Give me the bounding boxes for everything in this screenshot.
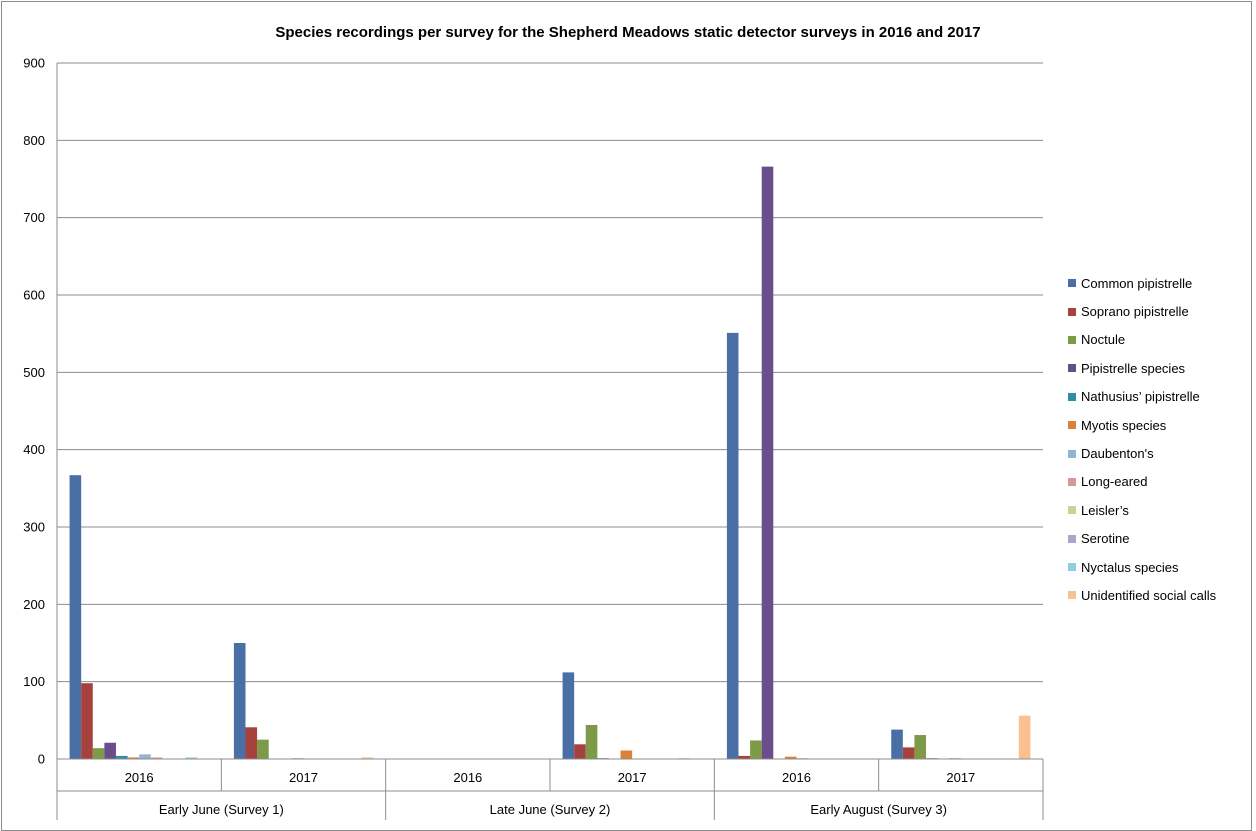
bar (185, 757, 198, 759)
legend-item: Common pipistrelle (1068, 269, 1216, 297)
y-tick-label: 600 (23, 288, 45, 303)
bar (726, 332, 739, 759)
bar (562, 672, 575, 759)
legend-label: Noctule (1081, 332, 1126, 348)
bar (750, 740, 762, 759)
legend-label: Common pipistrelle (1081, 275, 1193, 291)
bar (585, 724, 598, 759)
y-tick-label: 800 (23, 133, 45, 148)
legend-swatch (1068, 477, 1076, 486)
x-group-label: Early August (Survey 3) (810, 802, 947, 817)
bar (150, 757, 163, 759)
legend-label: Myotis species (1081, 417, 1167, 433)
x-tick-label: 2016 (453, 770, 482, 785)
x-tick-label: 2017 (618, 770, 647, 785)
bar (245, 727, 258, 759)
y-tick-label: 700 (23, 210, 45, 225)
x-tick-label: 2016 (782, 770, 811, 785)
bar (620, 750, 633, 759)
legend-swatch (1068, 335, 1076, 344)
x-group-label: Late June (Survey 2) (490, 802, 611, 817)
legend-item: Leisler’s (1068, 496, 1216, 524)
y-tick-label: 900 (23, 56, 45, 71)
bar (233, 643, 246, 759)
y-tick-label: 400 (23, 442, 45, 457)
x-group-label: Early June (Survey 1) (159, 802, 284, 817)
bar (139, 754, 151, 759)
y-tick-label: 100 (23, 674, 45, 689)
legend-item: Nyctalus species (1068, 553, 1216, 581)
legend-label: Pipistrelle species (1081, 360, 1186, 376)
legend-label: Unidentified social calls (1081, 587, 1217, 603)
x-tick-label: 2017 (946, 770, 975, 785)
legend-swatch (1068, 591, 1076, 600)
bar (1018, 715, 1031, 759)
legend-label: Nathusius’ pipistrelle (1081, 389, 1200, 405)
legend-item: Serotine (1068, 525, 1216, 553)
bar (69, 475, 82, 759)
bar (784, 756, 797, 759)
bar (115, 755, 128, 759)
legend-label: Nyctalus species (1081, 559, 1179, 575)
legend-label: Daubenton's (1081, 446, 1154, 462)
bar (738, 755, 751, 759)
y-tick-label: 200 (23, 597, 45, 612)
bar (891, 729, 903, 759)
legend-item: Daubenton's (1068, 439, 1216, 467)
legend-item: Myotis species (1068, 411, 1216, 439)
legend-item: Nathusius’ pipistrelle (1068, 383, 1216, 411)
legend-swatch (1068, 364, 1076, 373)
legend-swatch (1068, 421, 1076, 430)
legend-item: Long-eared (1068, 468, 1216, 496)
bar (761, 166, 774, 760)
x-tick-label: 2016 (125, 770, 154, 785)
legend-label: Soprano pipistrelle (1081, 304, 1189, 320)
bar (361, 757, 374, 759)
chart-title: Species recordings per survey for the Sh… (275, 24, 981, 41)
bar (92, 748, 105, 759)
legend-item: Unidentified social calls (1068, 581, 1216, 609)
legend-item: Noctule (1068, 326, 1216, 354)
y-tick-label: 500 (23, 365, 45, 380)
legend-swatch (1068, 449, 1076, 458)
bar (127, 757, 140, 759)
legend-swatch (1068, 563, 1076, 572)
legend-swatch (1068, 279, 1076, 288)
bar (914, 735, 927, 759)
bar (574, 744, 586, 759)
bar (104, 742, 116, 759)
bar (902, 747, 915, 759)
legend-item: Pipistrelle species (1068, 354, 1216, 382)
y-tick-label: 300 (23, 520, 45, 535)
legend-swatch (1068, 307, 1076, 316)
y-tick-label: 0 (38, 752, 45, 767)
legend-label: Leisler’s (1081, 502, 1129, 518)
legend-label: Serotine (1081, 531, 1130, 547)
legend-swatch (1068, 506, 1076, 515)
legend-item: Soprano pipistrelle (1068, 297, 1216, 325)
bar (257, 739, 269, 759)
legend-swatch (1068, 534, 1076, 543)
legend-label: Long-eared (1081, 474, 1148, 490)
x-tick-label: 2017 (289, 770, 318, 785)
bar (81, 683, 93, 759)
legend: Common pipistrelle Soprano pipistrelle Noc… (1068, 269, 1216, 610)
legend-swatch (1068, 392, 1076, 401)
